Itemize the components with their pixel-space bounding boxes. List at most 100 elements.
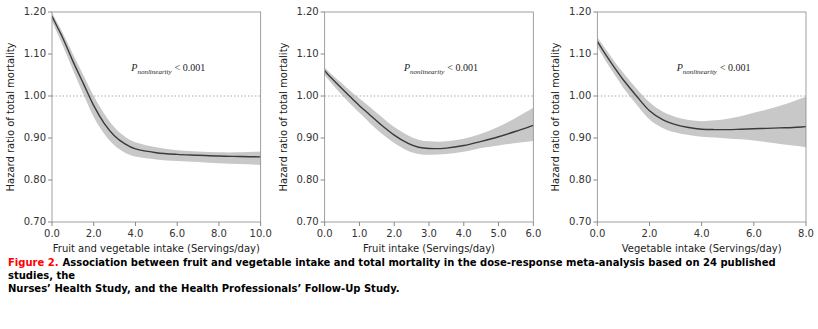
- x-tick: [394, 222, 395, 226]
- y-tick-label: 1.10: [296, 48, 318, 59]
- x-tick-label: 8.0: [798, 228, 814, 239]
- y-tick-label: 0.90: [296, 132, 318, 143]
- y-axis-label: Hazard ratio of total mortality: [278, 42, 289, 191]
- annotation: Pnonlinearity< 0.001: [403, 62, 478, 75]
- y-tick-label: 1.00: [569, 90, 591, 101]
- panel: 0.0 2.0 4.0 6.0 8.0 10.0 0.70 0.80 0.90 1.00 1.10 1…: [5, 6, 272, 254]
- x-tick-label: 2.0: [386, 228, 402, 239]
- confidence-band: [325, 67, 534, 154]
- x-tick-label: 2.0: [642, 228, 658, 239]
- plot-frame: [325, 12, 534, 222]
- x-tick: [597, 222, 598, 226]
- annotation-text: < 0.001: [447, 62, 478, 73]
- reference-line: [325, 96, 534, 97]
- x-tick-label: 8.0: [211, 228, 227, 239]
- x-tick-label: 3.0: [421, 228, 437, 239]
- panel: 0.01.02.03.04.05.06.00.700.800.901.001.1…: [278, 6, 542, 254]
- x-tick-label: 0.0: [589, 228, 605, 239]
- x-tick: [753, 222, 754, 226]
- x-tick-label: 6.0: [169, 228, 185, 239]
- x-tick: [463, 222, 464, 226]
- x-axis-label: Fruit intake (Servings/day): [363, 243, 495, 254]
- figure: 0.0 2.0 4.0 6.0 8.0 10.0 0.70 0.80 0.90 1.00 1.10 1…: [0, 0, 818, 329]
- plot-area: [597, 37, 806, 147]
- panel: 0.02.04.06.08.00.700.800.901.001.101.20V…: [550, 6, 814, 254]
- y-tick: [321, 96, 325, 97]
- caption-text: studies, the: [8, 270, 75, 281]
- plot-frame: [52, 12, 261, 222]
- y-tick: [48, 96, 52, 97]
- plot-area: [52, 13, 261, 165]
- confidence-band: [597, 37, 806, 147]
- x-tick-label: 2.0: [86, 228, 102, 239]
- annotation-base: P: [403, 62, 410, 73]
- y-tick-label: 1.00: [24, 90, 46, 101]
- x-tick: [260, 222, 261, 226]
- y-tick: [593, 180, 597, 181]
- y-tick-label: 0.80: [24, 174, 46, 185]
- y-tick-label: 1.10: [24, 48, 46, 59]
- x-tick-label: 4.0: [128, 228, 144, 239]
- y-tick: [321, 138, 325, 139]
- y-tick: [48, 138, 52, 139]
- y-tick-label: 0.90: [569, 132, 591, 143]
- annotation-base: P: [130, 62, 137, 73]
- y-tick-label: 1.10: [569, 48, 591, 59]
- y-tick-label: 0.70: [24, 216, 46, 227]
- x-axis-label: Fruit and vegetable intake (Servings/day…: [53, 243, 260, 254]
- plot-area: [325, 67, 534, 154]
- caption-text: Nurses’ Health Study, and the Health Pro…: [8, 283, 400, 294]
- x-tick-label: 4.0: [456, 228, 472, 239]
- caption-label: Figure 2.: [8, 257, 59, 268]
- x-tick: [135, 222, 136, 226]
- annotation: Pnonlinearity< 0.001: [130, 62, 205, 75]
- y-tick-label: 1.20: [24, 6, 46, 17]
- y-tick-label: 1.20: [569, 6, 591, 17]
- y-tick: [48, 222, 52, 223]
- reference-line: [597, 96, 806, 97]
- annotation-text: < 0.001: [175, 62, 206, 73]
- y-tick-label: 0.70: [569, 216, 591, 227]
- mean-line: [597, 41, 806, 129]
- y-tick: [321, 180, 325, 181]
- x-axis-label: Vegetable intake (Servings/day): [622, 243, 782, 254]
- y-axis-label: Hazard ratio of total mortality: [5, 42, 16, 191]
- y-tick: [593, 54, 597, 55]
- annotation-subscript: nonlinearity: [683, 67, 718, 75]
- x-tick: [324, 222, 325, 226]
- x-tick-label: 10.0: [250, 228, 272, 239]
- x-tick-label: 5.0: [491, 228, 507, 239]
- x-tick: [429, 222, 430, 226]
- x-tick-label: 1.0: [351, 228, 367, 239]
- caption-text: Association between fruit and vegetable …: [63, 257, 776, 268]
- y-tick: [593, 138, 597, 139]
- y-tick: [48, 54, 52, 55]
- y-tick: [48, 12, 52, 13]
- annotation-text: < 0.001: [720, 62, 751, 73]
- y-tick: [593, 12, 597, 13]
- annotation: Pnonlinearity< 0.001: [676, 62, 751, 75]
- y-tick: [321, 222, 325, 223]
- plot-frame: [597, 12, 806, 222]
- x-tick: [52, 222, 53, 226]
- y-tick: [48, 180, 52, 181]
- x-tick: [93, 222, 94, 226]
- y-axis-label: Hazard ratio of total mortality: [550, 42, 561, 191]
- y-tick-label: 0.80: [296, 174, 318, 185]
- y-tick-label: 0.90: [24, 132, 46, 143]
- annotation-subscript: nonlinearity: [137, 67, 172, 75]
- x-tick: [649, 222, 650, 226]
- y-tick: [321, 12, 325, 13]
- x-tick-label: 0.0: [44, 228, 60, 239]
- confidence-band: [52, 13, 261, 165]
- x-tick: [218, 222, 219, 226]
- caption: Figure 2. Association between fruit and v…: [8, 257, 776, 294]
- x-tick: [359, 222, 360, 226]
- y-tick-label: 1.20: [296, 6, 318, 17]
- reference-line: [52, 96, 261, 97]
- y-tick-label: 0.80: [569, 174, 591, 185]
- y-tick: [321, 54, 325, 55]
- x-tick-label: 4.0: [694, 228, 710, 239]
- y-tick: [593, 222, 597, 223]
- x-tick: [498, 222, 499, 226]
